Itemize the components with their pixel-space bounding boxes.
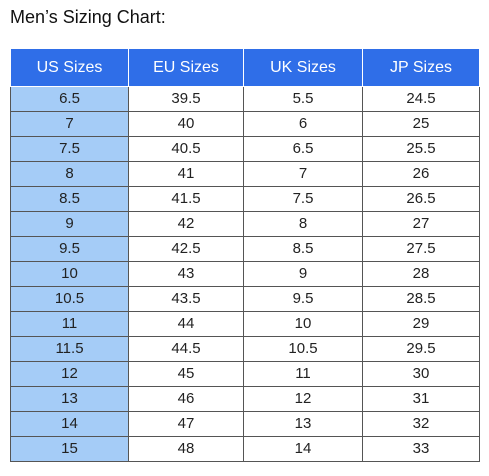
table-row: 9.5 42.5 8.5 27.5 bbox=[10, 236, 480, 262]
uk-size-cell: 6 bbox=[243, 111, 363, 137]
header-jp-sizes: JP Sizes bbox=[362, 48, 480, 87]
us-size-cell: 14 bbox=[10, 411, 129, 437]
jp-size-cell: 28 bbox=[362, 261, 480, 287]
jp-size-cell: 27.5 bbox=[362, 236, 480, 262]
table-row: 7.5 40.5 6.5 25.5 bbox=[10, 136, 480, 162]
table-header: US Sizes EU Sizes UK Sizes JP Sizes bbox=[10, 48, 480, 87]
table-row: 15 48 14 33 bbox=[10, 436, 480, 462]
jp-size-cell: 25 bbox=[362, 111, 480, 137]
jp-size-cell: 33 bbox=[362, 436, 480, 462]
uk-size-cell: 7.5 bbox=[243, 186, 363, 212]
eu-size-cell: 45 bbox=[128, 361, 244, 387]
us-size-cell: 6.5 bbox=[10, 86, 129, 112]
table-row: 8.5 41.5 7.5 26.5 bbox=[10, 186, 480, 212]
us-size-cell: 13 bbox=[10, 386, 129, 412]
uk-size-cell: 9.5 bbox=[243, 286, 363, 312]
us-size-cell: 11.5 bbox=[10, 336, 129, 362]
jp-size-cell: 24.5 bbox=[362, 86, 480, 112]
eu-size-cell: 41 bbox=[128, 161, 244, 187]
table-row: 11.5 44.5 10.5 29.5 bbox=[10, 336, 480, 362]
us-size-cell: 15 bbox=[10, 436, 129, 462]
eu-size-cell: 48 bbox=[128, 436, 244, 462]
eu-size-cell: 40 bbox=[128, 111, 244, 137]
header-uk-sizes: UK Sizes bbox=[243, 48, 363, 87]
jp-size-cell: 32 bbox=[362, 411, 480, 437]
us-size-cell: 10.5 bbox=[10, 286, 129, 312]
us-size-cell: 11 bbox=[10, 311, 129, 337]
jp-size-cell: 29 bbox=[362, 311, 480, 337]
table-row: 7 40 6 25 bbox=[10, 111, 480, 137]
header-row: US Sizes EU Sizes UK Sizes JP Sizes bbox=[10, 48, 480, 87]
table-body: 6.5 39.5 5.5 24.5 7 40 6 25 7.5 40.5 6.5 25.5 8 41 7 26… bbox=[10, 86, 480, 462]
uk-size-cell: 8.5 bbox=[243, 236, 363, 262]
header-us-sizes: US Sizes bbox=[10, 48, 129, 87]
eu-size-cell: 43 bbox=[128, 261, 244, 287]
us-size-cell: 10 bbox=[10, 261, 129, 287]
jp-size-cell: 25.5 bbox=[362, 136, 480, 162]
table-row: 10.5 43.5 9.5 28.5 bbox=[10, 286, 480, 312]
uk-size-cell: 9 bbox=[243, 261, 363, 287]
header-eu-sizes: EU Sizes bbox=[128, 48, 244, 87]
eu-size-cell: 39.5 bbox=[128, 86, 244, 112]
uk-size-cell: 14 bbox=[243, 436, 363, 462]
eu-size-cell: 42 bbox=[128, 211, 244, 237]
jp-size-cell: 28.5 bbox=[362, 286, 480, 312]
jp-size-cell: 29.5 bbox=[362, 336, 480, 362]
jp-size-cell: 30 bbox=[362, 361, 480, 387]
page-title: Men’s Sizing Chart: bbox=[10, 7, 166, 27]
eu-size-cell: 42.5 bbox=[128, 236, 244, 262]
table-row: 13 46 12 31 bbox=[10, 386, 480, 412]
us-size-cell: 7 bbox=[10, 111, 129, 137]
us-size-cell: 8 bbox=[10, 161, 129, 187]
us-size-cell: 9.5 bbox=[10, 236, 129, 262]
us-size-cell: 7.5 bbox=[10, 136, 129, 162]
uk-size-cell: 8 bbox=[243, 211, 363, 237]
uk-size-cell: 12 bbox=[243, 386, 363, 412]
uk-size-cell: 5.5 bbox=[243, 86, 363, 112]
table-row: 6.5 39.5 5.5 24.5 bbox=[10, 86, 480, 112]
jp-size-cell: 26.5 bbox=[362, 186, 480, 212]
uk-size-cell: 11 bbox=[243, 361, 363, 387]
uk-size-cell: 6.5 bbox=[243, 136, 363, 162]
eu-size-cell: 41.5 bbox=[128, 186, 244, 212]
jp-size-cell: 27 bbox=[362, 211, 480, 237]
eu-size-cell: 44.5 bbox=[128, 336, 244, 362]
uk-size-cell: 10.5 bbox=[243, 336, 363, 362]
jp-size-cell: 26 bbox=[362, 161, 480, 187]
sizing-table: US Sizes EU Sizes UK Sizes JP Sizes 6.5 3… bbox=[10, 48, 480, 462]
uk-size-cell: 10 bbox=[243, 311, 363, 337]
table-row: 10 43 9 28 bbox=[10, 261, 480, 287]
eu-size-cell: 47 bbox=[128, 411, 244, 437]
table-row: 11 44 10 29 bbox=[10, 311, 480, 337]
us-size-cell: 9 bbox=[10, 211, 129, 237]
table-row: 12 45 11 30 bbox=[10, 361, 480, 387]
us-size-cell: 8.5 bbox=[10, 186, 129, 212]
us-size-cell: 12 bbox=[10, 361, 129, 387]
table-row: 8 41 7 26 bbox=[10, 161, 480, 187]
eu-size-cell: 44 bbox=[128, 311, 244, 337]
table-row: 14 47 13 32 bbox=[10, 411, 480, 437]
jp-size-cell: 31 bbox=[362, 386, 480, 412]
eu-size-cell: 43.5 bbox=[128, 286, 244, 312]
eu-size-cell: 40.5 bbox=[128, 136, 244, 162]
uk-size-cell: 13 bbox=[243, 411, 363, 437]
table-row: 9 42 8 27 bbox=[10, 211, 480, 237]
eu-size-cell: 46 bbox=[128, 386, 244, 412]
uk-size-cell: 7 bbox=[243, 161, 363, 187]
